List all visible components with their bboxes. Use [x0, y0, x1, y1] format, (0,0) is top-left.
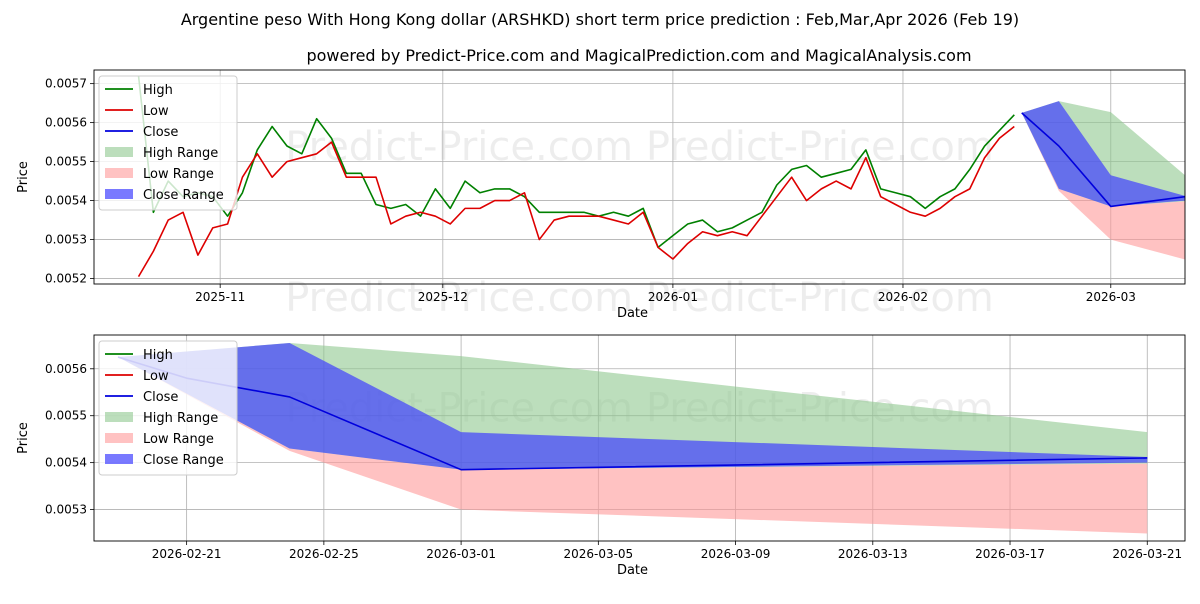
- y-tick-label: 0.0055: [45, 409, 87, 423]
- legend-label: Low: [143, 104, 169, 119]
- x-tick-label: 2026-03-01: [426, 547, 496, 561]
- x-tick-label: 2026-03-13: [838, 547, 908, 561]
- watermark-text: Predict-Price.com Predict-Price.com: [285, 275, 994, 321]
- chart-subtitle: powered by Predict-Price.com and Magical…: [306, 46, 971, 65]
- y-tick-label: 0.0054: [45, 194, 87, 208]
- low-range-area: [118, 357, 1148, 534]
- y-tick-label: 0.0056: [45, 362, 87, 376]
- low-range-area: [1021, 112, 1185, 260]
- legend-swatch: [105, 433, 133, 443]
- legend: High Low Close High Range Low Range Close Ran…: [98, 75, 238, 211]
- x-tick-label: 2026-02: [878, 290, 928, 304]
- legend-label: Close Range: [143, 188, 224, 203]
- y-tick-label: 0.0052: [45, 272, 87, 286]
- x-tick-label: 2026-03-05: [563, 547, 633, 561]
- x-tick-label: 2026-02-21: [152, 547, 222, 561]
- close-range-area: [118, 342, 1148, 470]
- x-tick-label: 2026-03-21: [1112, 547, 1182, 561]
- legend-swatch: [105, 168, 133, 178]
- x-tick-label: 2026-02-25: [289, 547, 359, 561]
- x-tick-label: 2025-12: [418, 290, 468, 304]
- close-series-line: [1021, 112, 1185, 208]
- watermark-text: Predict-Price.com Predict-Price.com: [285, 124, 994, 170]
- plot-frame: [93, 69, 1186, 285]
- x-tick-label: 2026-03-09: [701, 547, 771, 561]
- legend-swatch: [105, 412, 133, 422]
- top-panel: Predict-Price.com Predict-Price.com Predi…: [16, 69, 1186, 321]
- legend-swatch: [105, 147, 133, 157]
- legend-label: Close Range: [143, 453, 224, 468]
- y-tick-label: 0.0056: [45, 116, 87, 130]
- legend-label: High Range: [143, 411, 218, 426]
- close-range-area: [1021, 101, 1185, 207]
- legend-label: Close: [143, 125, 178, 140]
- legend-swatch: [105, 189, 133, 199]
- x-tick-label: 2026-01: [648, 290, 698, 304]
- y-axis-label: Price: [16, 161, 31, 193]
- y-tick-label: 0.0054: [45, 456, 87, 470]
- legend-label: Low Range: [143, 167, 214, 182]
- bottom-panel: Predict-Price.com Predict-Price.com2026-…: [16, 334, 1186, 578]
- legend-box: [98, 75, 238, 211]
- y-tick-label: 0.0057: [45, 77, 87, 91]
- high-series-line: [137, 75, 1015, 249]
- x-axis-label: Date: [617, 306, 648, 321]
- x-axis-label: Date: [617, 563, 648, 578]
- legend-label: Close: [143, 390, 178, 405]
- legend-box: [98, 340, 238, 476]
- legend-label: Low: [143, 369, 169, 384]
- y-axis-label: Price: [16, 422, 31, 454]
- x-tick-label: 2026-03: [1086, 290, 1136, 304]
- legend-label: High: [143, 83, 173, 98]
- low-series-line: [137, 125, 1015, 277]
- x-tick-label: 2025-11: [195, 290, 245, 304]
- plot-area: [117, 342, 1148, 534]
- y-tick-label: 0.0055: [45, 155, 87, 169]
- plot-area: [137, 75, 1185, 277]
- x-tick-label: 2026-03-17: [975, 547, 1045, 561]
- y-tick-label: 0.0053: [45, 503, 87, 517]
- plot-frame: [93, 334, 1186, 542]
- chart-title: Argentine peso With Hong Kong dollar (AR…: [181, 10, 1019, 29]
- y-tick-label: 0.0053: [45, 233, 87, 247]
- legend: High Low Close High Range Low Range Close Ran…: [98, 340, 238, 476]
- legend-label: High: [143, 348, 173, 363]
- legend-swatch: [105, 454, 133, 464]
- legend-label: High Range: [143, 146, 218, 161]
- legend-label: Low Range: [143, 432, 214, 447]
